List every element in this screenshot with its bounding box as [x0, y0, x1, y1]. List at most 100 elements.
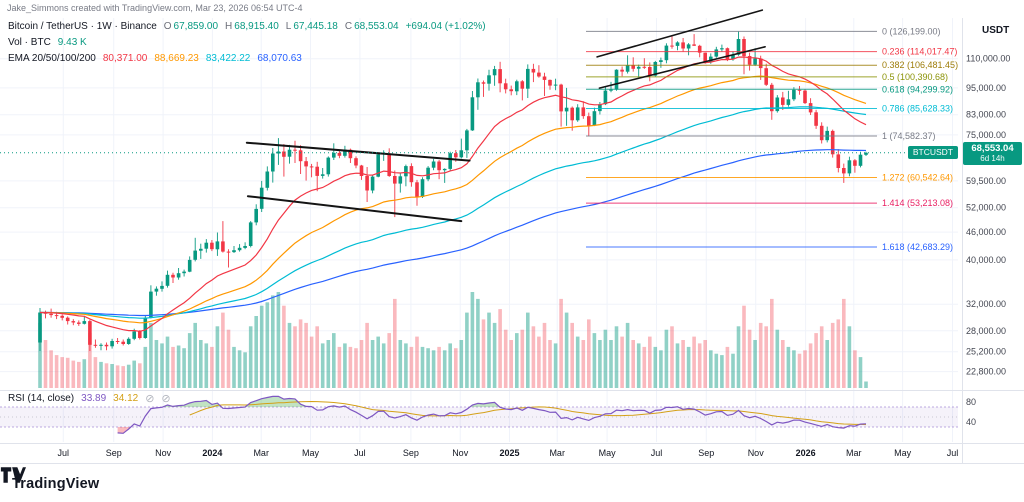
- volume-bar: [587, 319, 591, 388]
- volume-bar: [709, 350, 713, 388]
- volume-bar: [354, 348, 358, 388]
- candle-body: [814, 112, 818, 126]
- candle-body: [99, 344, 103, 346]
- volume-bar: [243, 352, 247, 388]
- candle-body: [298, 150, 303, 162]
- volume-bar: [470, 292, 475, 388]
- time-month-label: May: [302, 448, 320, 458]
- volume-bar: [537, 336, 541, 388]
- last-price-badge: 68,553.04 6d 14h: [963, 142, 1022, 165]
- volume-bar: [154, 340, 159, 388]
- fib-label: 1 (74,582.37): [882, 131, 936, 141]
- candle-body: [853, 160, 857, 166]
- price-tick-label: 75,000.00: [966, 130, 1006, 140]
- candle-body: [592, 111, 597, 126]
- candle-body: [697, 45, 702, 53]
- fib-label: 0 (126,199.00): [882, 26, 941, 36]
- time-month-label: May: [894, 448, 912, 458]
- candle-body: [437, 161, 441, 171]
- candle-body: [215, 241, 220, 250]
- volume-bar: [304, 322, 308, 388]
- time-month-label: Mar: [253, 448, 269, 458]
- volume-bar: [515, 333, 519, 388]
- low-label: L: [285, 21, 292, 32]
- volume-bar: [110, 364, 114, 388]
- volume-bar: [132, 360, 136, 388]
- ema50-line: [40, 75, 867, 324]
- candle-body: [675, 42, 680, 46]
- candle-body: [54, 315, 59, 317]
- trendline[interactable]: [598, 45, 766, 89]
- price-pane[interactable]: [0, 18, 958, 390]
- price-tick-label: 59,500.00: [966, 176, 1006, 186]
- candle-body: [620, 69, 624, 72]
- time-axis[interactable]: [0, 444, 958, 463]
- price-axis[interactable]: [963, 18, 1024, 463]
- change-value: +694.04 (+1.02%): [405, 21, 486, 32]
- volume-bar: [38, 322, 42, 388]
- low-value: 67,445.18: [293, 21, 338, 32]
- volume-label[interactable]: Vol · BTC: [8, 37, 51, 48]
- candle-body: [470, 97, 475, 131]
- trendline[interactable]: [246, 195, 463, 223]
- symbol-title[interactable]: Bitcoin / TetherUS · 1W · Binance: [8, 21, 157, 32]
- price-tick-label: 25,200.00: [966, 347, 1006, 357]
- candle-body: [320, 174, 325, 176]
- trendline[interactable]: [245, 141, 471, 162]
- candle-body: [271, 153, 275, 172]
- candle-body: [348, 149, 353, 159]
- volume-bar: [126, 364, 131, 388]
- volume-bar: [636, 343, 641, 388]
- candle-body: [115, 341, 120, 342]
- rsi-visibility-icon[interactable]: [145, 394, 154, 404]
- volume-bar: [559, 298, 563, 388]
- candle-body: [154, 288, 159, 292]
- ema-label[interactable]: EMA 20/50/100/200: [8, 53, 96, 64]
- time-month-label: Sep: [698, 448, 714, 458]
- candle-body: [575, 107, 580, 121]
- candle-body: [332, 152, 336, 158]
- candle-body: [415, 182, 419, 197]
- candle-body: [659, 60, 663, 62]
- candle-body: [121, 341, 125, 344]
- volume-bar: [625, 322, 630, 388]
- tradingview-logo-icon[interactable]: [0, 466, 26, 484]
- volume-bar: [598, 340, 602, 388]
- candle-body: [819, 125, 824, 141]
- candle-body: [758, 58, 763, 69]
- volume-bar: [770, 298, 774, 388]
- candle-body: [476, 82, 480, 98]
- tradingview-logo-text[interactable]: TradingView: [12, 476, 100, 492]
- volume-legend: Vol · BTC 9.43 K: [8, 37, 87, 49]
- symbol-price-pill: BTCUSDT: [907, 146, 958, 159]
- volume-bar: [575, 336, 580, 388]
- volume-bar: [703, 340, 707, 388]
- fib-label: 1.272 (60,542.64): [882, 173, 953, 183]
- volume-bar: [265, 302, 270, 388]
- volume-bar: [670, 326, 674, 388]
- candle-body: [642, 66, 647, 68]
- candle-body: [404, 166, 408, 177]
- rsi-label[interactable]: RSI (14, close): [8, 393, 75, 404]
- time-month-label: Jul: [58, 448, 70, 458]
- candle-body: [598, 104, 602, 112]
- chart-canvas[interactable]: 0 (126,199.00) 0.236 (114,017.47) 0.382 (1…: [0, 0, 1024, 464]
- candle-body: [686, 44, 691, 49]
- candle-body: [65, 317, 70, 322]
- volume-bar: [454, 348, 458, 388]
- candle-body: [736, 39, 741, 55]
- candle-body: [454, 153, 458, 158]
- volume-bar: [215, 326, 220, 388]
- candle-body: [409, 166, 414, 183]
- rsi-settings-icon[interactable]: [161, 394, 170, 404]
- attribution-text: Jake_Simmons created with TradingView.co…: [7, 3, 303, 13]
- candle-body: [309, 166, 314, 168]
- candle-body: [176, 273, 181, 278]
- volume-bar: [343, 343, 347, 388]
- trendline[interactable]: [596, 9, 764, 58]
- candle-body: [132, 331, 136, 339]
- candle-body: [187, 259, 192, 272]
- volume-bar: [93, 357, 98, 388]
- candle-body: [393, 176, 397, 184]
- high-label: H: [225, 21, 233, 32]
